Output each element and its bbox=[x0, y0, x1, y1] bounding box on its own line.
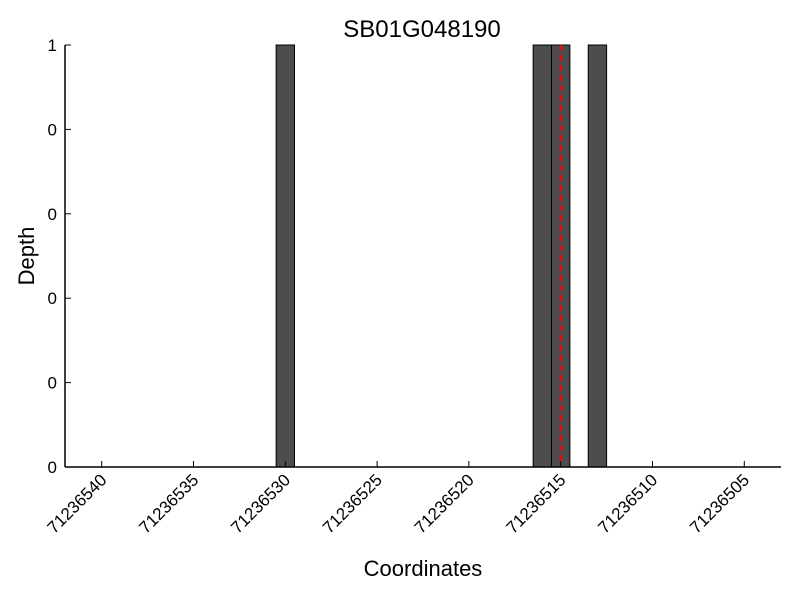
x-tick-label: 71236535 bbox=[135, 470, 202, 537]
y-axis-label: Depth bbox=[14, 227, 39, 286]
depth-bar-1 bbox=[275, 44, 295, 468]
chart-title: SB01G048190 bbox=[343, 16, 500, 43]
x-axis-label: Coordinates bbox=[364, 556, 483, 581]
y-tick-label: 1 bbox=[48, 36, 57, 55]
y-tick-label: 0 bbox=[48, 205, 57, 224]
x-tick-label: 71236505 bbox=[686, 470, 753, 537]
x-tick-label: 71236515 bbox=[503, 470, 570, 537]
x-tick-label: 71236520 bbox=[411, 470, 478, 537]
y-tick-label: 0 bbox=[48, 120, 57, 139]
depth-bar-4 bbox=[587, 44, 608, 468]
y-tick-label: 0 bbox=[48, 458, 57, 477]
y-tick-label: 0 bbox=[48, 374, 57, 393]
x-tick-label: 71236510 bbox=[594, 470, 661, 537]
x-tick-label: 71236525 bbox=[319, 470, 386, 537]
y-tick-label: 0 bbox=[48, 289, 57, 308]
x-tick-label: 71236540 bbox=[44, 470, 111, 537]
depth-bar-2 bbox=[532, 44, 553, 468]
x-tick-label: 71236530 bbox=[227, 470, 294, 537]
